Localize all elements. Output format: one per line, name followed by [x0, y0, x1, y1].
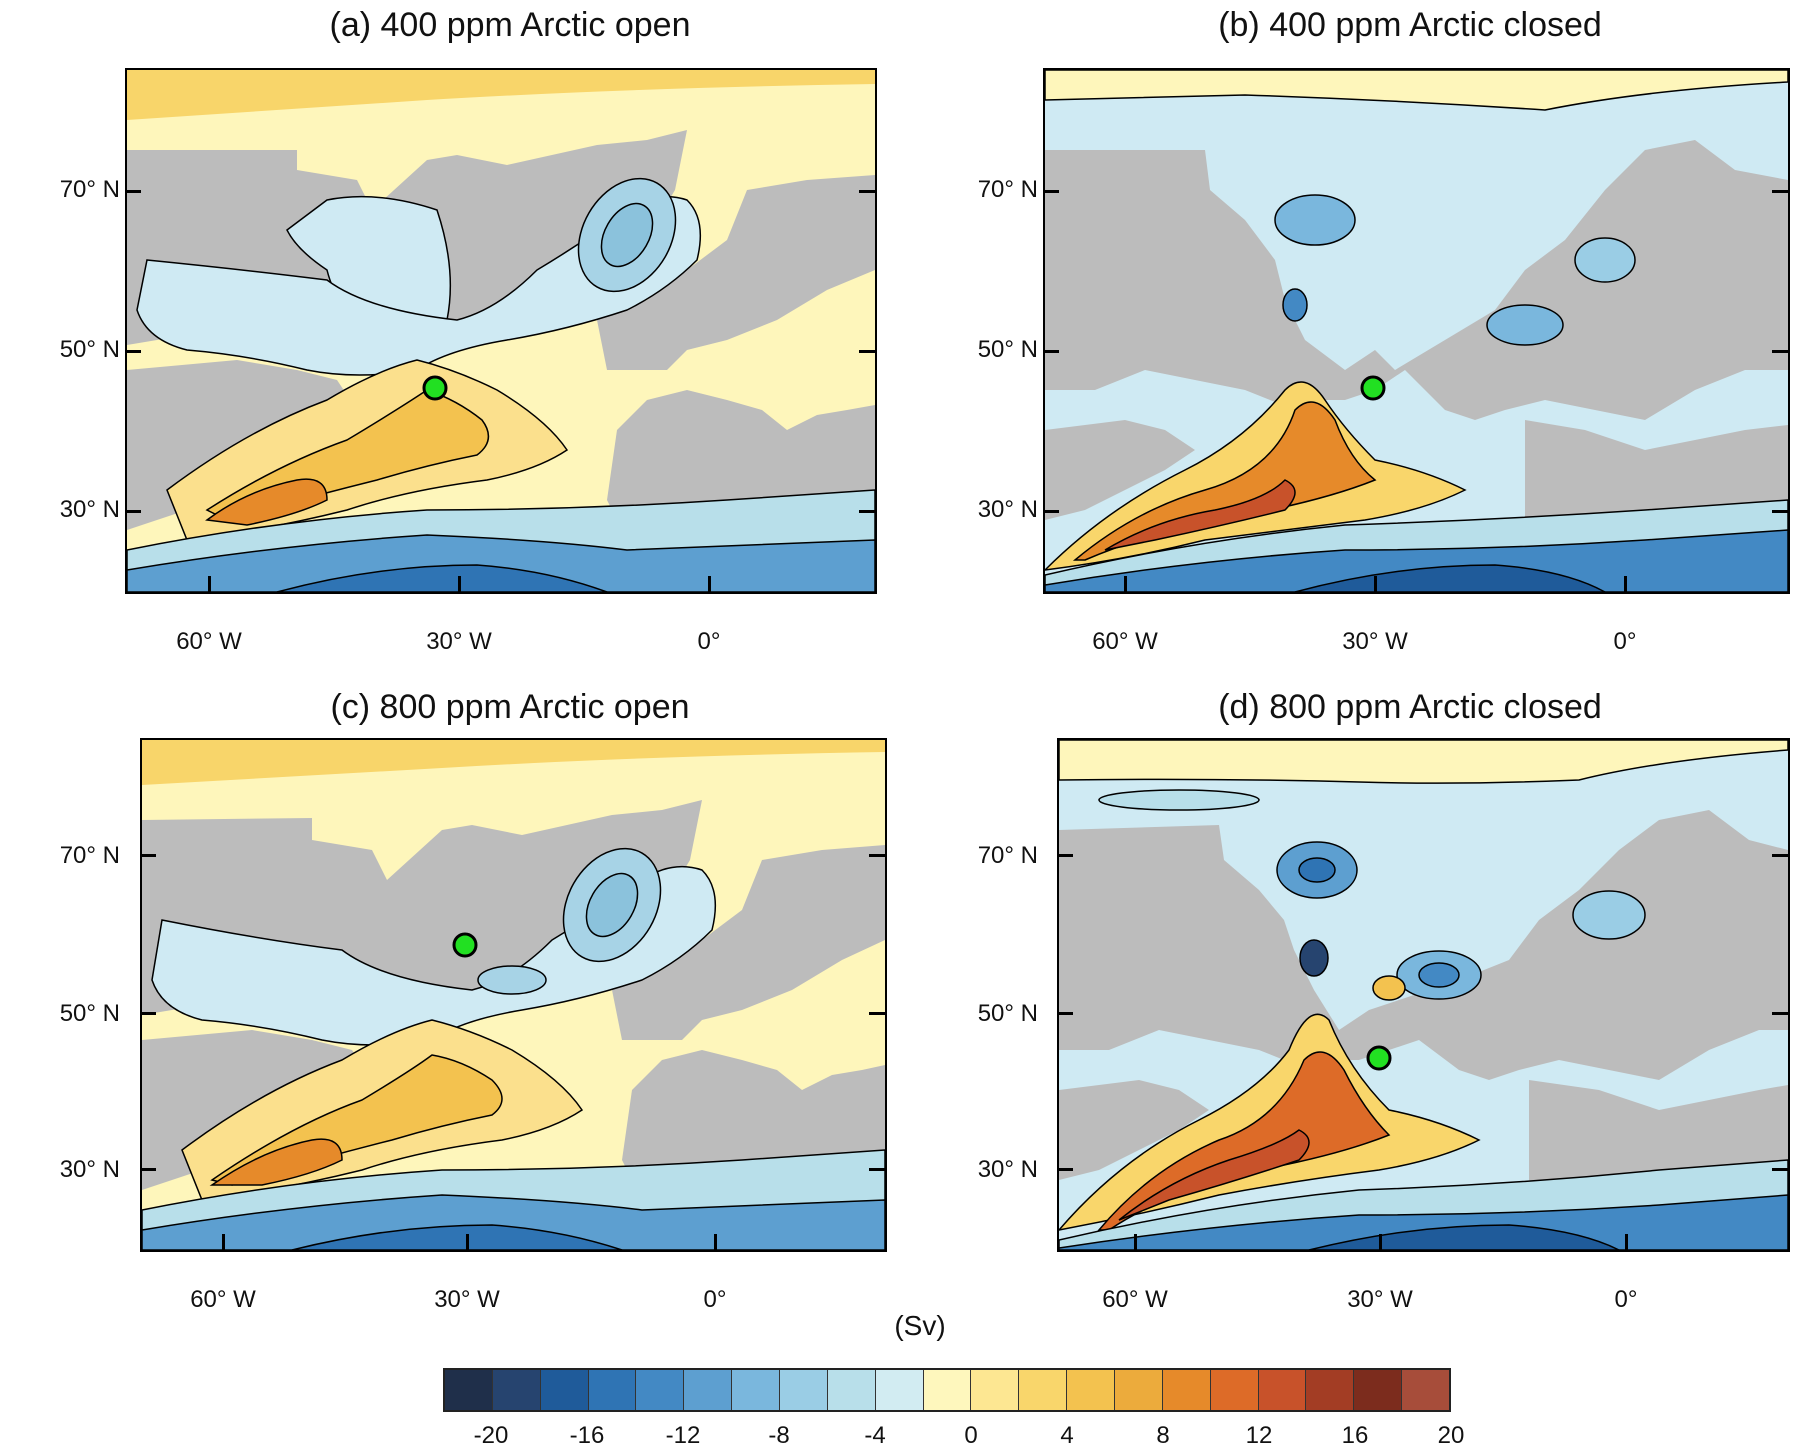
- colorbar-tick-label: -8: [768, 1422, 790, 1449]
- colorbar-cell: [1019, 1370, 1068, 1410]
- lon-label-a-0: 0°: [697, 628, 721, 655]
- lon-label-d-0: 0°: [1614, 1286, 1638, 1313]
- green-marker-c: [452, 932, 478, 958]
- lat-label-d-70: 70° N: [977, 842, 1038, 869]
- lon-label-d-60w: 60° W: [1102, 1286, 1168, 1313]
- map-panel-a: [125, 68, 877, 594]
- map-field-c: [142, 740, 885, 1250]
- colorbar-cell: [684, 1370, 733, 1410]
- colorbar-cell: [492, 1370, 541, 1410]
- lat-label-d-50: 50° N: [977, 1000, 1038, 1027]
- colorbar-cell: [1402, 1370, 1450, 1410]
- lat-label-d-30: 30° N: [977, 1156, 1038, 1183]
- colorbar-cell: [875, 1370, 924, 1410]
- colorbar-cell: [1258, 1370, 1307, 1410]
- lon-label-d-30w: 30° W: [1347, 1286, 1413, 1313]
- map-panel-d: [1057, 738, 1790, 1252]
- colorbar-cell: [1162, 1370, 1211, 1410]
- lat-label-b-70: 70° N: [977, 176, 1038, 203]
- colorbar-cell: [923, 1370, 972, 1410]
- colorbar-cell: [588, 1370, 637, 1410]
- lon-label-b-0: 0°: [1613, 628, 1637, 655]
- green-marker-d: [1366, 1045, 1392, 1071]
- colorbar-cell: [445, 1370, 493, 1410]
- colorbar-cell: [1210, 1370, 1259, 1410]
- map-field-a: [127, 70, 875, 592]
- colorbar-tick-label: 12: [1245, 1422, 1273, 1449]
- lat-label-a-30: 30° N: [59, 496, 120, 523]
- colorbar-tick-label: 16: [1341, 1422, 1369, 1449]
- panel-title-c: (c) 800 ppm Arctic open: [330, 688, 690, 726]
- lat-label-a-70: 70° N: [59, 176, 120, 203]
- colorbar-cell: [780, 1370, 828, 1410]
- lon-label-b-30w: 30° W: [1342, 628, 1408, 655]
- colorbar-tick-label: -16: [569, 1422, 605, 1449]
- colorbar-tick-label: 8: [1156, 1422, 1170, 1449]
- colorbar-tick-label: 4: [1060, 1422, 1074, 1449]
- colorbar-cell: [1354, 1370, 1403, 1410]
- lon-label-b-60w: 60° W: [1092, 628, 1158, 655]
- lat-label-a-50: 50° N: [59, 336, 120, 363]
- colorbar: [443, 1368, 1451, 1412]
- colorbar-cell: [732, 1370, 781, 1410]
- green-marker-a: [422, 375, 448, 401]
- colorbar-cell: [636, 1370, 685, 1410]
- lat-label-c-30: 30° N: [59, 1156, 120, 1183]
- colorbar-cell: [1115, 1370, 1163, 1410]
- lat-label-b-30: 30° N: [977, 496, 1038, 523]
- colorbar-tick-label: 20: [1437, 1422, 1465, 1449]
- map-field-b: [1045, 70, 1788, 592]
- colorbar-unit: (Sv): [894, 1310, 946, 1341]
- colorbar-cell: [1067, 1370, 1116, 1410]
- panel-title-d: (d) 800 ppm Arctic closed: [1218, 688, 1602, 726]
- colorbar-tick-label: 0: [964, 1422, 978, 1449]
- colorbar-cell: [971, 1370, 1020, 1410]
- colorbar-cell: [827, 1370, 876, 1410]
- lat-label-c-50: 50° N: [59, 1000, 120, 1027]
- panel-title-b: (b) 400 ppm Arctic closed: [1218, 6, 1602, 44]
- lon-label-c-30w: 30° W: [434, 1286, 500, 1313]
- colorbar-tick-label: -20: [473, 1422, 509, 1449]
- lon-label-a-30w: 30° W: [426, 628, 492, 655]
- colorbar-tick-label: -4: [864, 1422, 886, 1449]
- colorbar-tick-label: -12: [665, 1422, 701, 1449]
- lon-label-c-60w: 60° W: [190, 1286, 256, 1313]
- map-panel-b: [1043, 68, 1790, 594]
- map-field-d: [1059, 740, 1788, 1250]
- map-panel-c: [140, 738, 887, 1252]
- colorbar-cell: [1306, 1370, 1355, 1410]
- lat-label-c-70: 70° N: [59, 842, 120, 869]
- lon-label-c-0: 0°: [703, 1286, 727, 1313]
- lon-label-a-60w: 60° W: [176, 628, 242, 655]
- panel-title-a: (a) 400 ppm Arctic open: [329, 6, 691, 44]
- colorbar-cell: [540, 1370, 589, 1410]
- green-marker-b: [1360, 375, 1386, 401]
- lat-label-b-50: 50° N: [977, 336, 1038, 363]
